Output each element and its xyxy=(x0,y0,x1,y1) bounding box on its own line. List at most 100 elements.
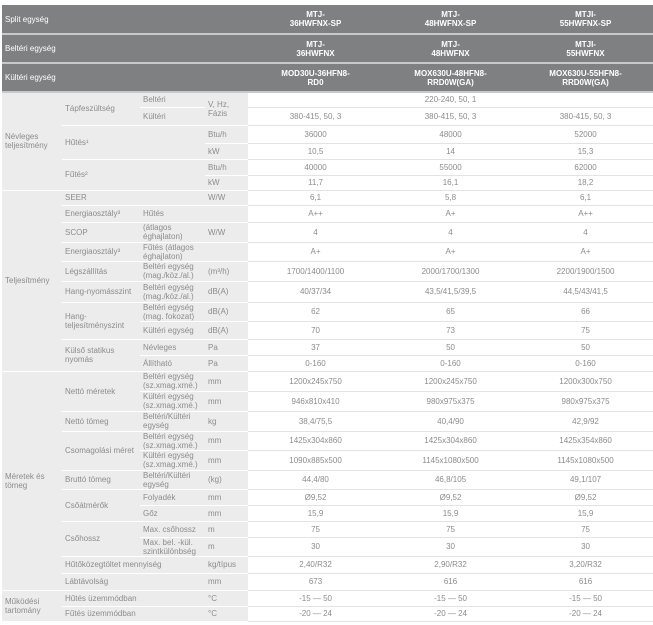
group-label: Működési tartomány xyxy=(2,590,62,622)
model-cell: MOD30U-36HFN8- RD0 xyxy=(248,63,384,93)
unit-label: Pa xyxy=(205,339,249,356)
unit-label: m xyxy=(205,537,249,557)
value-cell: A+ xyxy=(383,205,519,223)
value-cell: 10,5 xyxy=(248,143,384,160)
value-cell: 75 xyxy=(248,521,384,538)
header-label: Kültéri egység xyxy=(2,63,249,93)
sub-parameter-label: Hűtés xyxy=(140,205,205,223)
value-cell: Ø9,52 xyxy=(248,489,384,506)
sub-parameter-label: Kültéri egység xyxy=(140,321,205,340)
spec-row: Külső statikus nyomás Névleges Pa 37 50 50 xyxy=(2,339,653,372)
unit-label: (kg) xyxy=(205,470,249,490)
spec-row: Csőhossz Max. csőhossz m 75 75 75 xyxy=(2,521,653,557)
spec-row: Fűtés üzemmódban °C -20 — 24 -20 — 24 -20 — … xyxy=(2,606,653,622)
spec-row: Kültéri egység dB(A) 70 73 75 xyxy=(2,321,653,340)
spec-table: Split egység MTJ- 36HWFNX-SP MTJ- 48HWFNX -… xyxy=(2,5,653,622)
value-cell: 0-160 xyxy=(518,355,653,372)
sub-parameter-label: Kültéri xyxy=(140,107,205,126)
spec-row: Kültéri 380-415, 50, 3 380-415, 50, 3 380-4… xyxy=(2,107,653,126)
value-cell: 3,20/R32 xyxy=(518,556,653,574)
unit-label: V, Hz, Fázis xyxy=(205,92,249,126)
spec-row: Állítható Pa 0-160 0-160 0-160 xyxy=(2,355,653,372)
value-cell: 70 xyxy=(248,321,384,340)
spec-row: Csomagolási méret Beltéri egység (sz.xmag… xyxy=(2,431,653,471)
value-cell: 1090x885x500 xyxy=(248,450,384,471)
parameter-label: Energiaosztály³ xyxy=(62,242,140,262)
spec-row: SCOP (átlagos éghajlaton) W/W 4 4 4 xyxy=(2,222,653,243)
unit-label: kW xyxy=(205,175,249,191)
spec-row: Kültéri egység (sz.xmag.xmé.) mm 1090x885x… xyxy=(2,450,653,471)
value-cell: A+ xyxy=(383,242,519,262)
value-cell: 62 xyxy=(248,302,384,322)
value-cell: A+ xyxy=(518,242,653,262)
parameter-label: Csőátmérők xyxy=(62,489,140,522)
parameter-label: Energiaosztály³ xyxy=(62,205,140,223)
value-cell: 44,5/43/41,5 xyxy=(518,281,653,303)
unit-label: m xyxy=(205,521,249,538)
spec-row: Bruttó tömeg Beltéri/Kültéri egység (kg) 44… xyxy=(2,470,653,490)
model-cell: MTJI- 55HWFNX-SP xyxy=(518,5,653,35)
value-cell: 40,4/90 xyxy=(383,411,519,432)
value-cell: 30 xyxy=(383,537,519,557)
header-label: Split egység xyxy=(2,5,249,35)
parameter-label: Fűtés üzemmódban xyxy=(62,606,205,622)
value-cell: 6,1 xyxy=(518,190,653,206)
unit-label: mm xyxy=(205,573,249,591)
parameter-label: Légszállítás xyxy=(62,261,140,282)
value-cell: 380-415, 50, 3 xyxy=(518,107,653,126)
spec-row: Gőz mm 15,9 15,9 15,9 xyxy=(2,505,653,522)
value-cell: 30 xyxy=(248,537,384,557)
value-cell: 18,2 xyxy=(518,175,653,191)
value-cell: 1425x304x860 xyxy=(248,431,384,451)
unit-label: dB(A) xyxy=(205,302,249,322)
value-cell: 65 xyxy=(383,302,519,322)
value-cell: Ø9,52 xyxy=(383,489,519,506)
spec-row: Hang-teljesítményszint Beltéri egység (ma… xyxy=(2,302,653,340)
spec-row: Hűtőközegtöltet mennyiség kg/típus 2,40/R3… xyxy=(2,556,653,574)
value-cell: 2,90/R32 xyxy=(383,556,519,574)
unit-label: (m³/h) xyxy=(205,261,249,282)
spec-row: Hűtés¹ Btu/h 36000 48000 52000 xyxy=(2,125,653,160)
model-cell: MTJ- 48HWFNX xyxy=(383,34,519,64)
parameter-label: Nettó méretek xyxy=(62,371,140,412)
value-cell: 980x975x375 xyxy=(383,391,519,412)
unit-label: Pa xyxy=(205,355,249,372)
value-cell: 380-415, 50, 3 xyxy=(248,107,384,126)
value-cell: 15,9 xyxy=(248,505,384,522)
value-cell: Ø9,52 xyxy=(518,489,653,506)
value-cell: 1700/1400/1100 xyxy=(248,261,384,282)
unit-label: °C xyxy=(205,606,249,622)
sub-parameter-label: Beltéri egység (mag./köz./al.) xyxy=(140,281,205,303)
unit-label xyxy=(205,205,249,223)
value-cell: 36000 xyxy=(248,125,384,144)
sub-parameter-label: Névleges xyxy=(140,339,205,356)
value-cell: 2000/1700/1300 xyxy=(383,261,519,282)
group-label: Teljesítmény xyxy=(2,190,62,372)
model-cell: MOX630U-55HFN8- RRD0W(GA) xyxy=(518,63,653,93)
parameter-label: Bruttó tömeg xyxy=(62,470,140,490)
value-cell: 62000 xyxy=(518,159,653,176)
spec-row: Energiaosztály³ Hűtés A++ A+ A++ xyxy=(2,205,653,223)
value-cell: 66 xyxy=(518,302,653,322)
value-cell: -20 — 24 xyxy=(518,606,653,622)
model-cell: MOX630U-48HFN8- RRD0W(GA) xyxy=(383,63,519,93)
spec-row: Teljesítmény SEER W/W 6,1 5,8 6,1 xyxy=(2,190,653,372)
value-cell: 4 xyxy=(383,222,519,243)
parameter-label: Hang-nyomásszint xyxy=(62,281,140,303)
unit-label: mm xyxy=(205,450,249,471)
model-cell: MTJ- 36HWFNX-SP xyxy=(248,5,384,35)
value-cell: 4 xyxy=(518,222,653,243)
sub-parameter-label: Állítható xyxy=(140,355,205,372)
value-cell: 1145x1080x500 xyxy=(383,450,519,471)
sub-parameter-label: (átlagos éghajlaton) xyxy=(140,222,205,243)
value-cell: 44,4/80 xyxy=(248,470,384,490)
value-cell: 5,8 xyxy=(383,190,519,206)
parameter-label: SEER xyxy=(62,190,205,206)
value-cell: 42,9/92 xyxy=(518,411,653,432)
value-cell: 4 xyxy=(248,222,384,243)
parameter-label: SCOP xyxy=(62,222,140,243)
unit-label: Btu/h xyxy=(205,159,249,176)
sub-parameter-label: Max. csőhossz xyxy=(140,521,205,538)
sub-parameter-label: Folyadék xyxy=(140,489,205,506)
model-cell: MTJ- 36HWFNX xyxy=(248,34,384,64)
